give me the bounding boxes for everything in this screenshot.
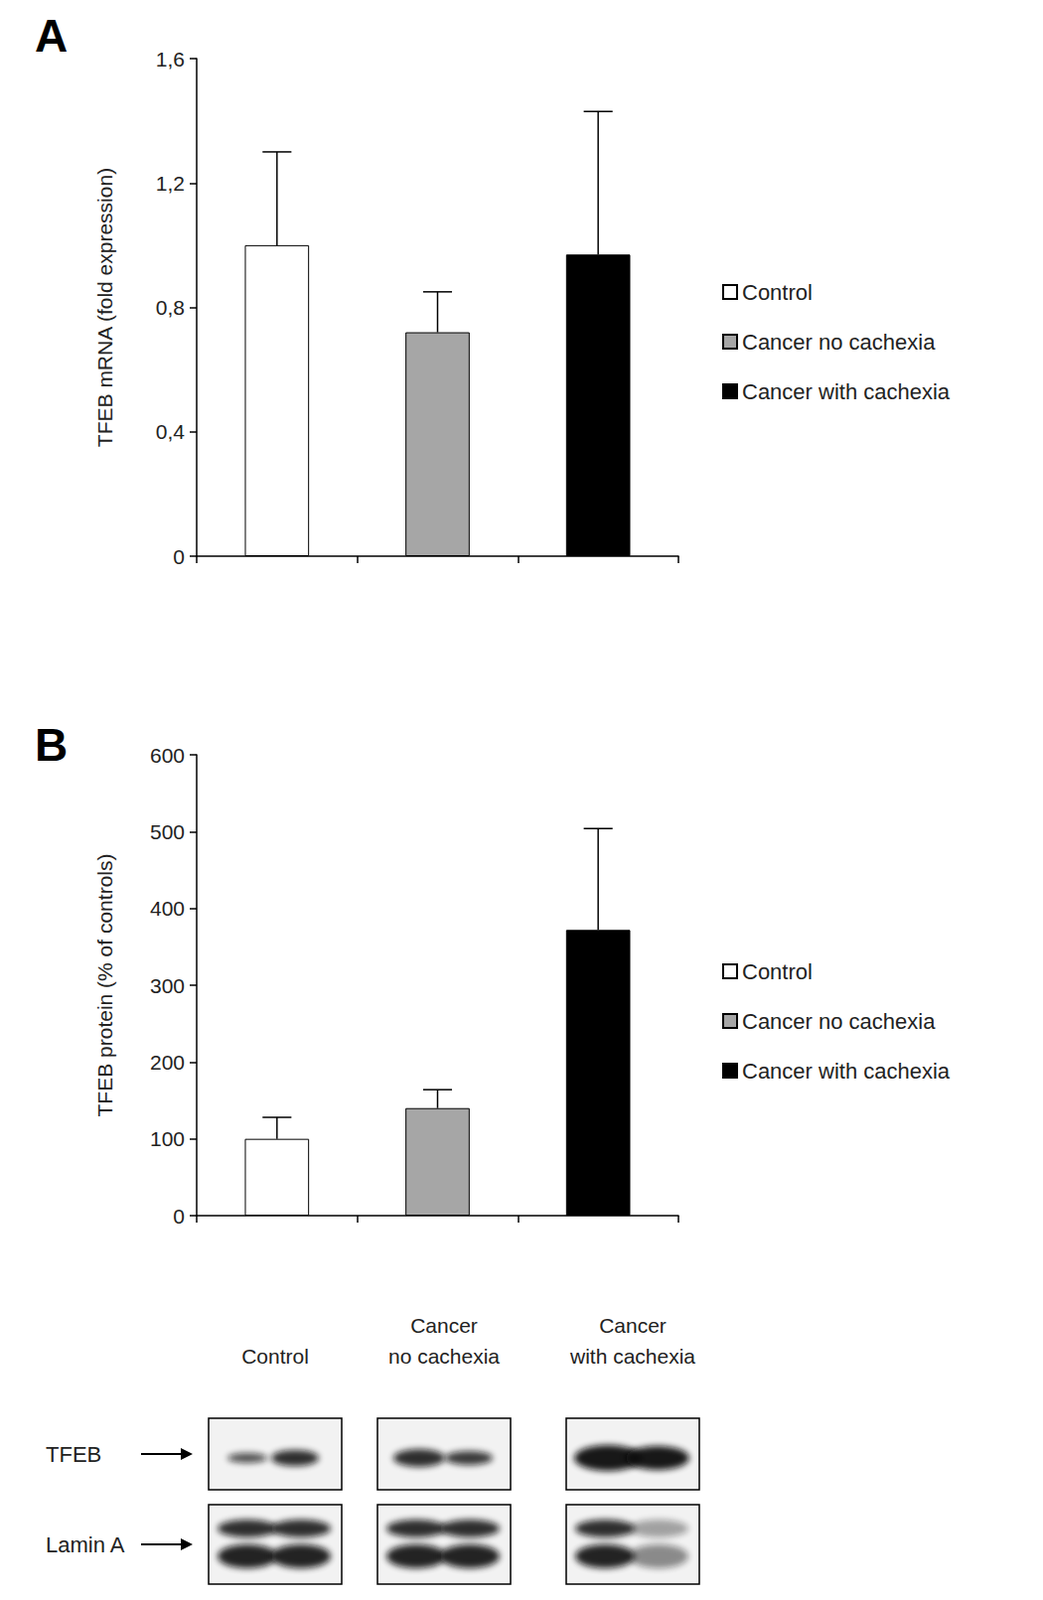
svg-text:TFEB mRNA (fold expression): TFEB mRNA (fold expression) <box>93 167 117 447</box>
svg-text:Cancer with cachexia: Cancer with cachexia <box>742 379 951 405</box>
svg-text:300: 300 <box>149 974 185 998</box>
svg-text:500: 500 <box>149 820 185 844</box>
svg-text:0,4: 0,4 <box>155 420 186 444</box>
svg-text:1,2: 1,2 <box>155 171 185 195</box>
svg-text:Cancer: Cancer <box>598 1314 667 1338</box>
svg-text:200: 200 <box>149 1050 185 1074</box>
svg-text:Cancer no cachexia: Cancer no cachexia <box>742 1009 936 1035</box>
svg-text:600: 600 <box>149 744 185 767</box>
svg-text:100: 100 <box>149 1127 185 1151</box>
svg-text:Cancer with cachexia: Cancer with cachexia <box>742 1058 951 1084</box>
svg-text:Control: Control <box>241 1344 309 1368</box>
svg-text:with cachexia: with cachexia <box>569 1344 696 1368</box>
svg-text:TFEB protein (% of controls): TFEB protein (% of controls) <box>93 854 117 1118</box>
svg-text:no cachexia: no cachexia <box>388 1344 500 1368</box>
svg-text:Lamin A: Lamin A <box>45 1532 126 1558</box>
svg-text:TFEB: TFEB <box>45 1442 102 1468</box>
svg-text:Cancer no cachexia: Cancer no cachexia <box>742 329 936 355</box>
svg-text:0,8: 0,8 <box>155 296 185 319</box>
svg-text:0: 0 <box>172 545 185 569</box>
svg-text:A: A <box>34 9 68 62</box>
svg-text:Control: Control <box>742 280 813 305</box>
svg-text:B: B <box>34 719 68 771</box>
svg-text:1,6: 1,6 <box>155 47 185 71</box>
svg-text:Cancer: Cancer <box>410 1314 478 1338</box>
svg-text:0: 0 <box>172 1204 185 1228</box>
svg-text:400: 400 <box>149 896 185 920</box>
svg-text:Control: Control <box>742 959 813 985</box>
